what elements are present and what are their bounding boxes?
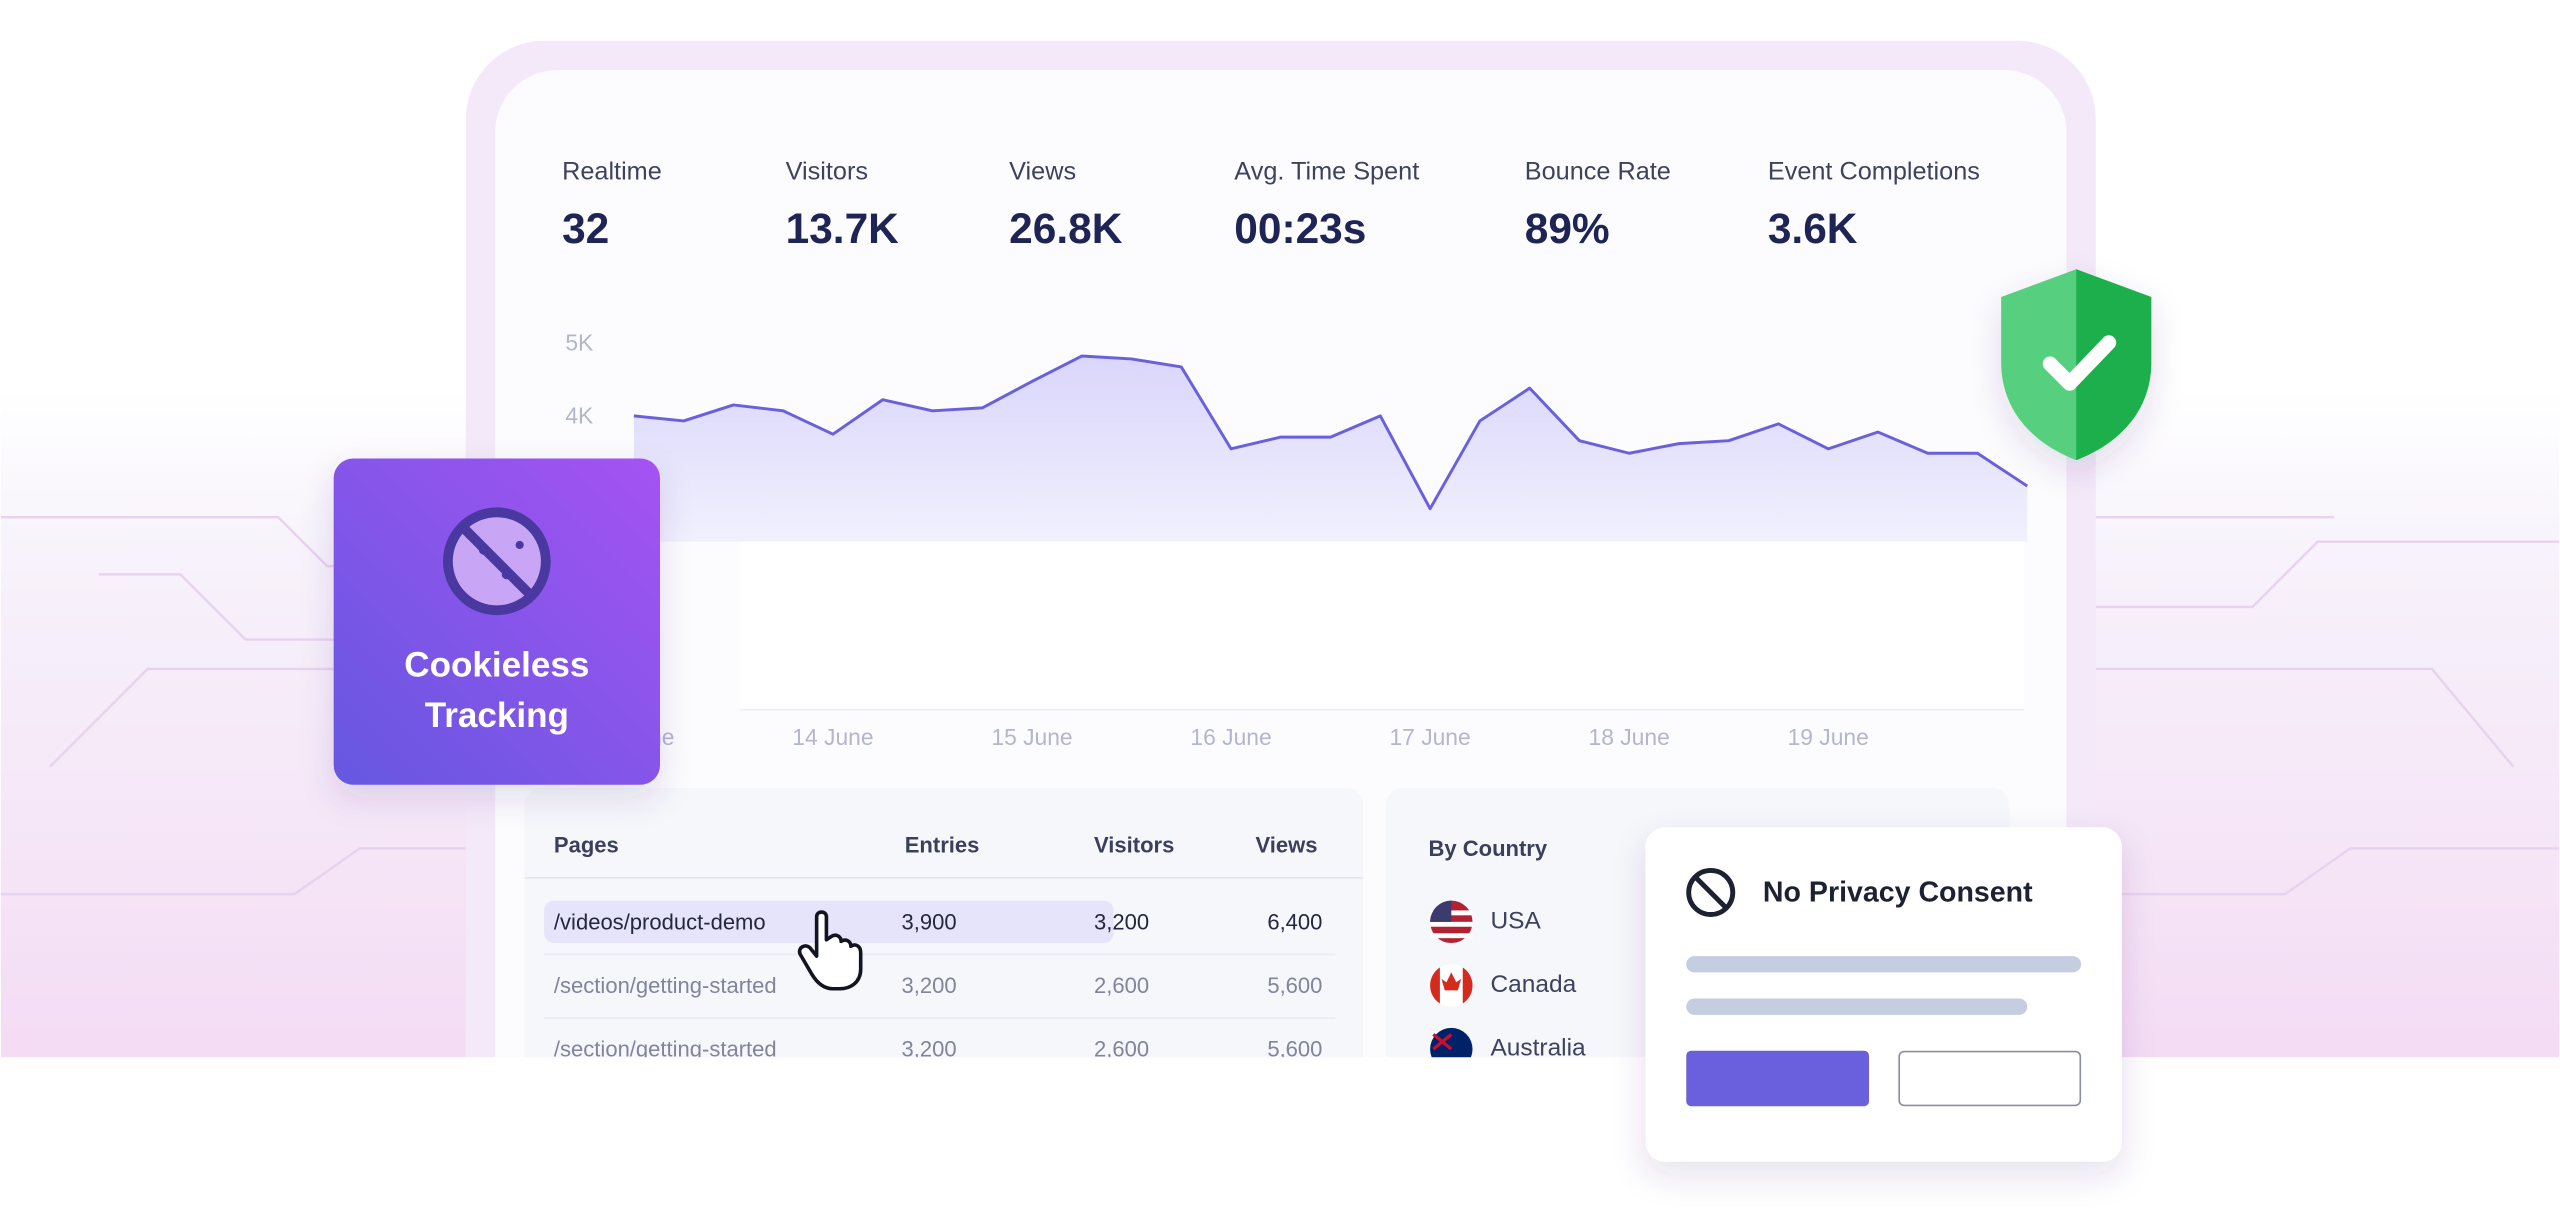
circuit-lines <box>0 515 2560 896</box>
table-header: Entries <box>905 833 980 858</box>
x-tick-label: 15 June <box>991 724 1072 750</box>
country-name: Australia <box>1490 1035 1586 1062</box>
x-tick-label: 19 June <box>1788 724 1869 750</box>
flags <box>1430 900 1473 1071</box>
table-cell: 5,600 <box>1267 973 1322 998</box>
decline-button[interactable] <box>1898 1050 2082 1107</box>
x-tick-label: 14 June <box>792 724 873 750</box>
table-header: Pages <box>554 833 619 858</box>
badge-text: Tracking <box>425 696 569 735</box>
table-header: Visitors <box>1094 833 1174 858</box>
y-tick-label: 5K <box>565 329 593 355</box>
x-tick-label: 17 June <box>1389 724 1470 750</box>
consent-title: No Privacy Consent <box>1763 877 2033 909</box>
stat-label: Bounce Rate <box>1525 158 1671 186</box>
line-series <box>633 354 2029 511</box>
accept-button[interactable] <box>1686 1050 1869 1107</box>
badge-text: Cookieless <box>404 646 589 685</box>
row-highlight <box>544 900 1114 944</box>
pages-card <box>524 788 1364 1115</box>
stat-label: Views <box>1009 158 1076 186</box>
stat-value: 13.7K <box>786 205 900 252</box>
table-cell: 2,600 <box>1094 973 1149 998</box>
y-tick-label: 4K <box>565 402 593 428</box>
stat-label: Visitors <box>786 158 868 186</box>
table-cell: 3,200 <box>901 973 956 998</box>
stats: Realtime 32 Visitors 13.7K Views 26.8K Avg. Ti… <box>562 158 1980 252</box>
x-tick-label: 18 June <box>1589 724 1670 750</box>
table-cell: 6,400 <box>1267 909 1322 934</box>
stat-value: 00:23s <box>1234 205 1366 252</box>
stat-value: 26.8K <box>1009 205 1123 252</box>
page-bottom <box>0 1057 2560 1209</box>
country-name: Canada <box>1490 971 1576 998</box>
table-cell: 3,900 <box>901 909 956 934</box>
country-list: By Country USA Canada Australia <box>1428 836 1586 1062</box>
stat-value: 89% <box>1525 205 1610 252</box>
stat-label: Realtime <box>562 158 662 186</box>
consent-card: No Privacy Consent <box>1645 827 2122 1162</box>
stat-value: 3.6K <box>1768 205 1858 252</box>
x-tick-label: 16 June <box>1190 724 1271 750</box>
stat-label: Avg. Time Spent <box>1234 158 1419 186</box>
line-area <box>633 356 2028 542</box>
table-cell: /section/getting-started <box>554 973 777 998</box>
stat-label: Event Completions <box>1768 158 1980 186</box>
plot-area <box>739 541 2024 710</box>
table-header: Views <box>1255 833 1317 858</box>
stat-value: 32 <box>562 205 609 252</box>
cookieless-badge: Cookieless Tracking <box>333 458 660 785</box>
table-cell: 3,200 <box>1094 909 1149 934</box>
country-title: By Country <box>1428 836 1547 861</box>
shield-icon <box>2001 269 2152 461</box>
country-name: USA <box>1490 907 1541 934</box>
table-cell: /videos/product-demo <box>554 909 766 934</box>
cursor-hand <box>797 910 863 991</box>
